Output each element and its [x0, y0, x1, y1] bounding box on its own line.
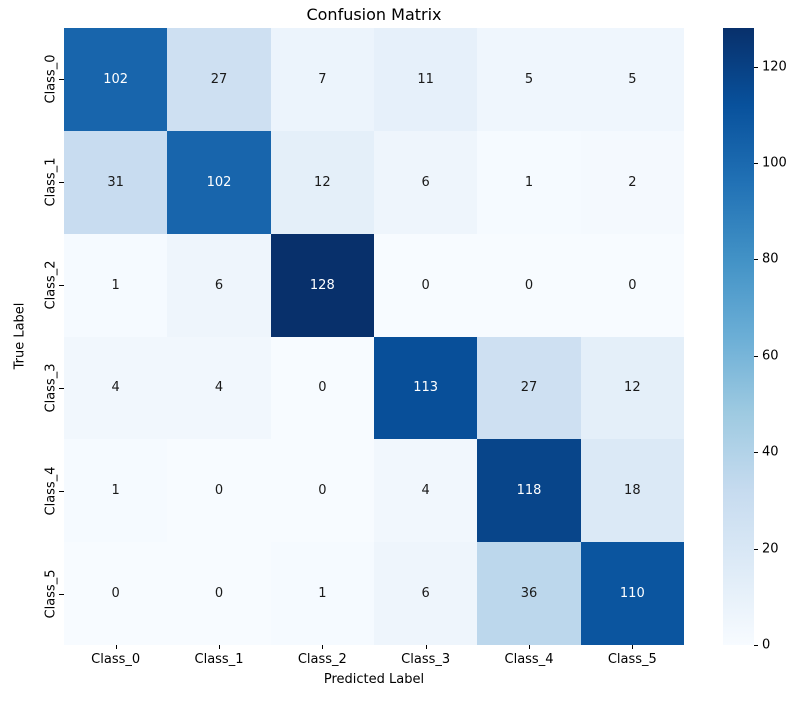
colorbar-tick-mark — [754, 355, 758, 357]
matrix-cell: 0 — [270, 439, 374, 543]
colorbar-tick-mark — [754, 548, 758, 550]
matrix-cell: 5 — [580, 28, 684, 131]
matrix-cell: 1 — [64, 233, 168, 337]
matrix-cell: 2 — [580, 130, 684, 234]
matrix-cell: 4 — [167, 336, 271, 440]
matrix-cell: 113 — [374, 336, 478, 440]
matrix-cell: 0 — [477, 233, 581, 337]
heatmap-axes: 102 27 7 11 5 5 31 102 12 6 1 2 1 6 128 0 0 0 4 4 0 113 27 12 1 0… — [64, 28, 684, 645]
matrix-cell: 0 — [580, 233, 684, 337]
colorbar-tick-mark — [754, 162, 758, 164]
matrix-cell: 6 — [374, 130, 478, 234]
colorbar-tick-label: 0 — [762, 637, 771, 653]
matrix-cell: 36 — [477, 542, 581, 645]
x-tick-label: Class_1 — [194, 652, 244, 667]
matrix-cell: 7 — [270, 28, 374, 131]
heatmap-grid: 102 27 7 11 5 5 31 102 12 6 1 2 1 6 128 0 0 0 4 4 0 113 27 12 1 0… — [64, 28, 684, 645]
matrix-cell: 102 — [167, 130, 271, 234]
colorbar-tick-label: 40 — [762, 444, 779, 460]
matrix-cell: 27 — [477, 336, 581, 440]
matrix-cell: 118 — [477, 439, 581, 543]
colorbar-tick-label: 60 — [762, 348, 779, 364]
colorbar — [723, 28, 754, 645]
matrix-cell: 1 — [477, 130, 581, 234]
matrix-cell: 4 — [64, 336, 168, 440]
matrix-cell: 31 — [64, 130, 168, 234]
y-tick-label: Class_5 — [43, 569, 59, 619]
matrix-cell: 11 — [374, 28, 478, 131]
matrix-cell: 4 — [374, 439, 478, 543]
matrix-cell: 0 — [167, 439, 271, 543]
x-tick-mark — [322, 645, 324, 649]
colorbar-tick-label: 120 — [762, 59, 787, 75]
x-tick-label: Class_4 — [504, 652, 554, 667]
matrix-cell: 6 — [374, 542, 478, 645]
y-tick-label: Class_4 — [43, 466, 59, 516]
colorbar-tick-mark — [754, 645, 758, 646]
matrix-cell: 128 — [270, 233, 374, 337]
colorbar-tick-label: 20 — [762, 541, 779, 557]
y-tick-label: Class_1 — [43, 157, 59, 207]
x-tick-mark — [425, 645, 427, 649]
x-tick-label: Class_2 — [297, 652, 347, 667]
matrix-cell: 12 — [580, 336, 684, 440]
y-tick-label: Class_2 — [43, 260, 59, 310]
x-tick-mark — [632, 645, 634, 649]
y-tick-label: Class_3 — [43, 363, 59, 413]
x-tick-label: Class_0 — [91, 652, 141, 667]
matrix-cell: 6 — [167, 233, 271, 337]
matrix-cell: 110 — [580, 542, 684, 645]
matrix-cell: 27 — [167, 28, 271, 131]
matrix-cell: 0 — [374, 233, 478, 337]
x-tick-label: Class_5 — [607, 652, 657, 667]
chart-title: Confusion Matrix — [306, 5, 442, 24]
x-tick-mark — [219, 645, 220, 649]
x-tick-mark — [529, 645, 530, 649]
x-tick-label: Class_3 — [401, 652, 451, 667]
colorbar-tick-mark — [754, 452, 758, 454]
matrix-cell: 102 — [64, 28, 168, 131]
matrix-cell: 0 — [270, 336, 374, 440]
matrix-cell: 0 — [167, 542, 271, 645]
colorbar-tick-label: 80 — [762, 251, 779, 267]
y-axis-label: True Label — [12, 302, 28, 370]
matrix-cell: 12 — [270, 130, 374, 234]
matrix-cell: 5 — [477, 28, 581, 131]
colorbar-tick-label: 100 — [762, 155, 787, 171]
matrix-cell: 18 — [580, 439, 684, 543]
y-tick-label: Class_0 — [43, 54, 59, 104]
colorbar-tick-mark — [754, 259, 758, 261]
colorbar-tick-mark — [754, 66, 758, 68]
matrix-cell: 0 — [64, 542, 168, 645]
matrix-cell: 1 — [270, 542, 374, 645]
matrix-cell: 1 — [64, 439, 168, 543]
x-tick-mark — [115, 645, 117, 649]
x-axis-label: Predicted Label — [323, 672, 425, 687]
